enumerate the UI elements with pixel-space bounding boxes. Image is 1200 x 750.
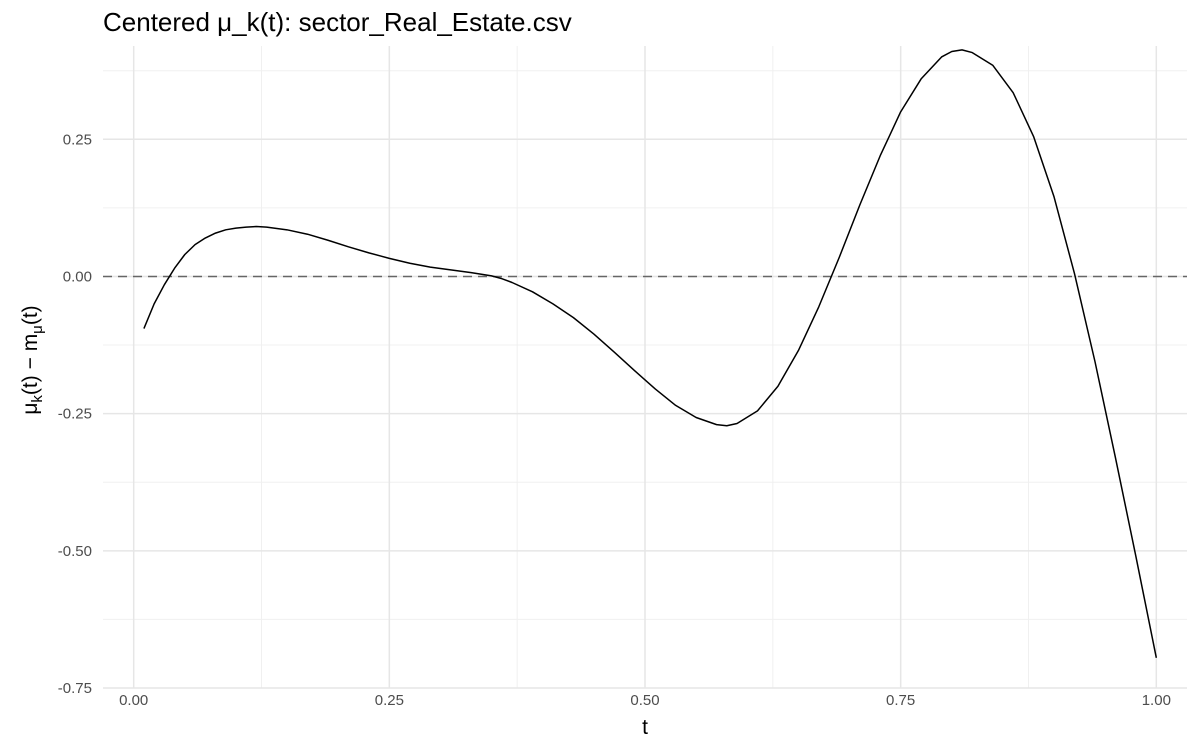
grid-lines bbox=[103, 46, 1187, 689]
x-tick-label: 0.50 bbox=[630, 692, 659, 709]
y-tick-label: 0.00 bbox=[63, 268, 92, 285]
x-tick-label: 0.00 bbox=[119, 692, 148, 709]
chart-title: Centered μ_k(t): sector_Real_Estate.csv bbox=[103, 7, 572, 37]
y-axis-title-part: μ bbox=[19, 403, 42, 415]
y-axis-title-part: (t) bbox=[19, 305, 42, 325]
y-axis-title-part: μ bbox=[29, 325, 46, 334]
y-tick-label: -0.25 bbox=[58, 406, 92, 423]
x-axis-ticks: 0.00 0.25 0.50 0.75 1.00 bbox=[119, 692, 1171, 709]
x-tick-label: 0.25 bbox=[375, 692, 404, 709]
x-tick-label: 0.75 bbox=[886, 692, 915, 709]
y-tick-label: -0.75 bbox=[58, 680, 92, 697]
x-axis-title: t bbox=[642, 716, 648, 739]
series-group bbox=[143, 49, 1158, 658]
y-tick-label: 0.25 bbox=[63, 131, 92, 148]
y-tick-label: -0.50 bbox=[58, 543, 92, 560]
y-axis-title-part: k bbox=[29, 395, 46, 403]
y-axis-ticks: -0.75 -0.50 -0.25 0.00 0.25 bbox=[58, 131, 92, 697]
y-axis-title-part: (t) − m bbox=[19, 334, 42, 395]
series-line-0 bbox=[143, 49, 1158, 658]
y-axis-title: μk(t) − mμ(t) bbox=[19, 305, 46, 414]
x-tick-label: 1.00 bbox=[1142, 692, 1171, 709]
